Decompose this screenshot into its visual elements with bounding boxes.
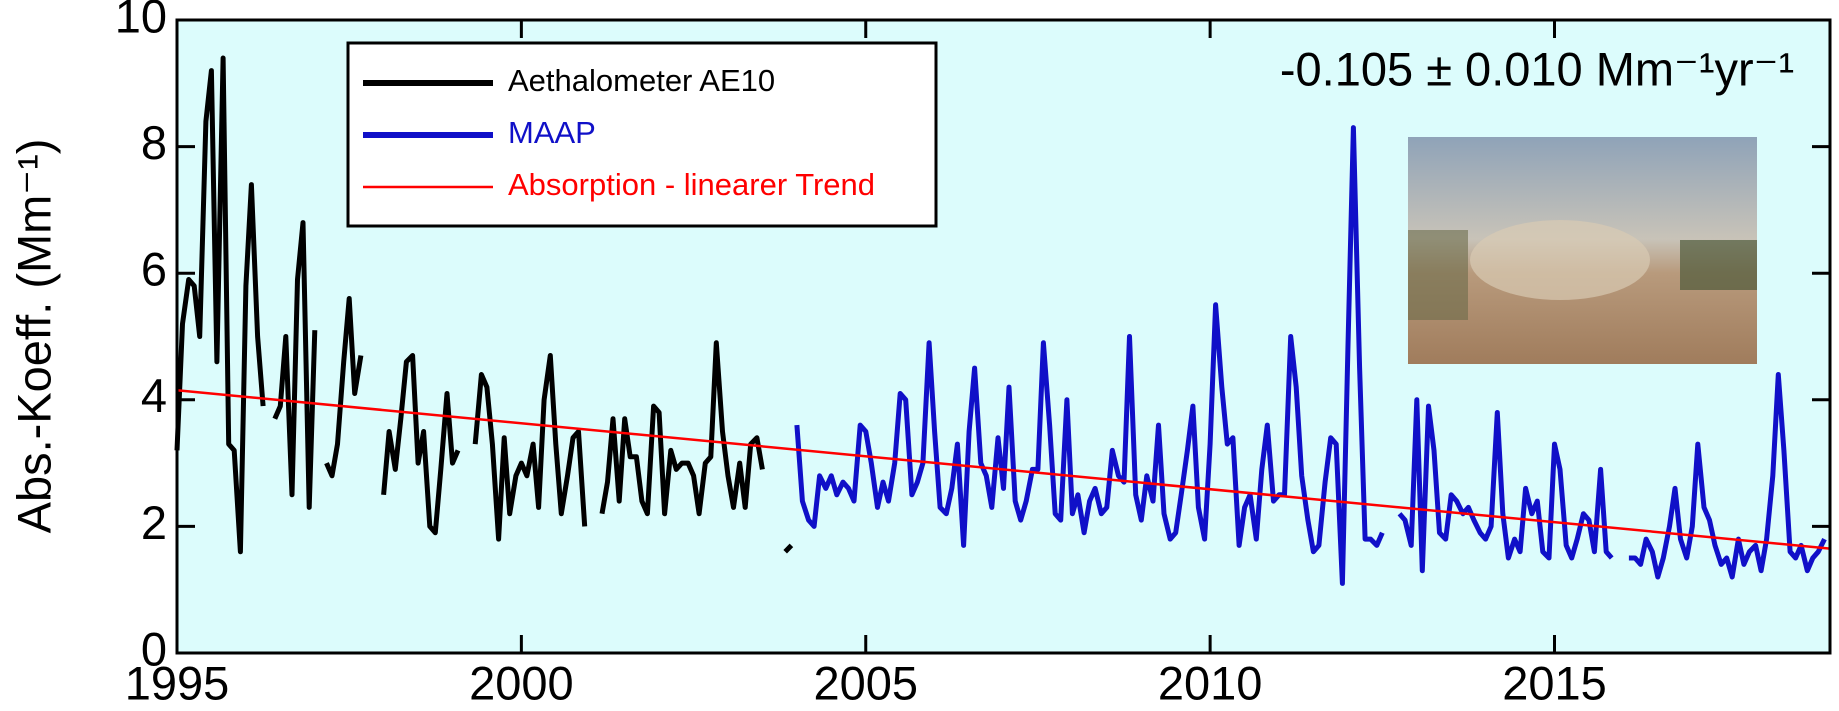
y-tick-label: 2 — [141, 496, 167, 549]
series-line — [174, 55, 794, 555]
y-tick-label: 8 — [141, 116, 167, 169]
x-tick-label: 1995 — [125, 656, 230, 709]
y-tick-label: 0 — [141, 622, 167, 675]
y-tick-label: 4 — [141, 369, 167, 422]
series-line — [176, 389, 1831, 550]
x-tick-label: 2005 — [813, 656, 918, 709]
x-tick-label: 2000 — [469, 656, 574, 709]
inset-photo — [1408, 137, 1757, 364]
y-tick-label: 10 — [115, 0, 167, 42]
x-tick-label: 2015 — [1502, 656, 1607, 709]
y-axis-label: Abs.-Koeff. (Mm⁻¹) — [7, 139, 60, 534]
legend-label: Absorption - linearer Trend — [508, 167, 875, 202]
legend-label: MAAP — [508, 115, 596, 150]
y-tick-label: 6 — [141, 243, 167, 296]
legend-label: Aethalometer AE10 — [508, 63, 775, 98]
series-line — [794, 125, 1827, 586]
plot-frame — [175, 18, 1832, 655]
x-tick-label: 2010 — [1158, 656, 1263, 709]
trend-annotation: -0.105 ± 0.010 Mm⁻¹yr⁻¹ — [1280, 42, 1794, 95]
